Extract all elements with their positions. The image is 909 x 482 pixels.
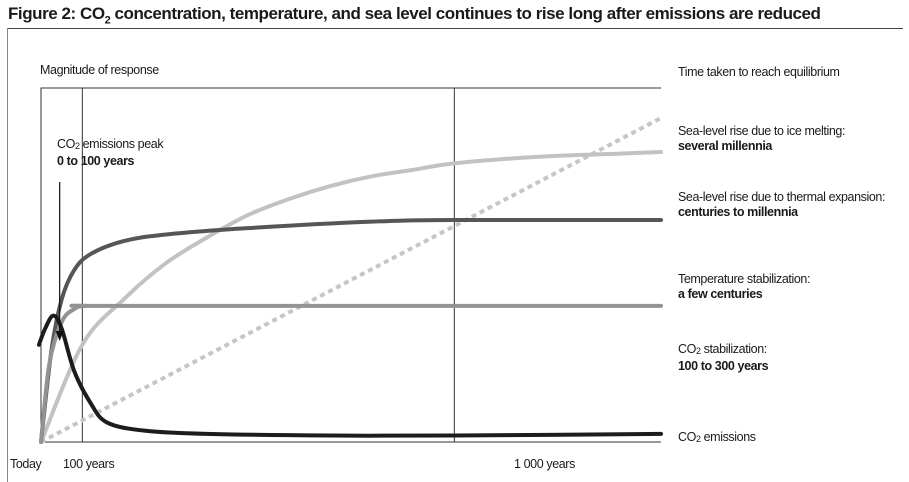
x-tick-today: Today [10,457,42,471]
series-line-co2stab [39,303,663,444]
peak-arrow-head [55,331,64,341]
series-label-co2-stabilization: CO2 stabilization: 100 to 300 years [678,342,769,373]
series-label-thermal: Sea-level rise due to thermal expansion:… [678,190,886,219]
series-label-co2-emissions: CO2 emissions [678,430,756,444]
series-label-temperature: Temperature stabilization: a few centurie… [678,272,811,301]
x-tick-1000-years: 1 000 years [514,457,575,471]
title-rule [8,28,903,29]
series-label-ice: Sea-level rise due to ice melting: severa… [678,124,846,153]
equilibrium-header: Time taken to reach equilibrium [678,65,840,79]
y-axis-label: Magnitude of response [40,63,159,77]
series-line-temp [39,217,663,444]
series-line-co2emis [36,313,663,438]
series-line-thermal [39,150,663,444]
chart-title: Figure 2: CO2 concentration, temperature… [8,4,821,27]
emissions-peak-annotation: CO2 emissions peak 0 to 100 years [57,137,164,168]
x-tick-100-years: 100 years [63,457,115,471]
series-line-ice [40,116,662,444]
plot-frame [40,87,661,443]
left-border [7,28,8,482]
